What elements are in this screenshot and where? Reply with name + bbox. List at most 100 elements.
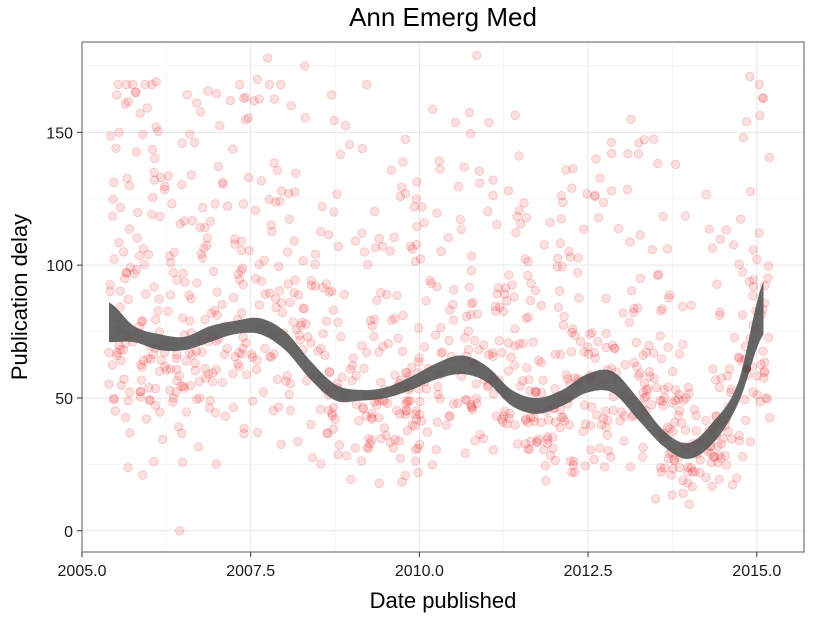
data-point [299,304,309,314]
data-point [668,426,678,437]
data-point [591,154,601,164]
data-point [121,79,132,90]
data-point [234,362,244,372]
data-point [186,170,197,180]
data-point [149,167,160,178]
data-point [552,262,563,272]
data-point [579,224,589,234]
data-point [649,348,659,358]
data-point [474,345,484,355]
data-point [566,347,577,357]
data-point [520,415,531,426]
data-point [761,393,771,403]
data-point [293,436,303,447]
data-point [359,363,369,374]
y-tick-label: 150 [46,125,73,142]
data-point [282,371,292,381]
data-point [189,137,200,148]
data-point [428,104,438,115]
data-point [714,474,725,485]
data-point [335,149,346,160]
data-point [372,400,382,411]
data-point [522,363,532,373]
data-point [323,428,333,438]
data-point [651,382,662,393]
data-point [734,353,745,363]
data-point [407,244,418,254]
data-point [213,161,224,172]
data-point [275,196,285,206]
data-point [264,194,275,205]
data-point [363,259,373,270]
data-point [411,194,422,204]
data-point [510,324,520,334]
data-point [357,341,367,351]
data-point [502,419,512,429]
data-point [220,411,231,421]
data-point [523,417,533,428]
data-point [668,463,678,474]
data-point [333,317,343,327]
x-axis-title: Date published [370,588,517,613]
data-point [510,420,520,430]
data-point [285,297,295,308]
data-point [432,417,443,427]
data-point [260,343,270,354]
data-point [469,335,480,346]
data-point [390,370,400,380]
data-point [497,348,507,358]
data-point [657,396,668,406]
data-point [322,428,332,439]
data-point [683,467,693,477]
data-point [289,236,300,246]
data-point [112,348,122,358]
data-point [669,417,680,428]
data-point [276,439,286,450]
data-point [252,74,263,84]
data-point [459,162,469,172]
data-point [378,341,388,352]
data-point [284,188,294,199]
data-point [498,306,509,317]
data-point [274,261,284,272]
data-point [449,285,459,295]
data-point [432,208,442,218]
data-point [306,338,316,348]
data-point [641,392,652,402]
x-tick-label: 2012.5 [564,563,613,580]
data-point [638,350,648,361]
data-point [567,183,577,193]
data-point [728,240,739,250]
data-point [462,395,472,405]
data-point [137,470,148,480]
data-point [593,336,603,347]
data-point [464,282,474,292]
data-point [740,394,750,405]
data-point [488,351,498,362]
data-point [494,336,505,346]
data-point [683,382,694,393]
data-point [426,278,437,289]
data-point [737,310,748,320]
data-point [526,278,536,289]
data-point [114,127,124,138]
data-point [119,273,130,284]
data-point [266,220,276,230]
data-point [465,128,476,139]
y-tick-label: 100 [46,258,73,275]
data-point [716,453,726,463]
data-point [143,353,153,364]
data-point [138,243,149,254]
data-point [236,245,247,256]
data-point [472,398,482,409]
data-point [596,420,607,430]
data-point [431,445,441,455]
data-point [207,377,218,387]
data-point [402,426,413,436]
data-point [744,276,755,287]
data-point [463,344,474,355]
data-point [568,324,578,334]
data-point [714,382,725,393]
data-point [133,207,143,218]
data-point [444,411,455,421]
